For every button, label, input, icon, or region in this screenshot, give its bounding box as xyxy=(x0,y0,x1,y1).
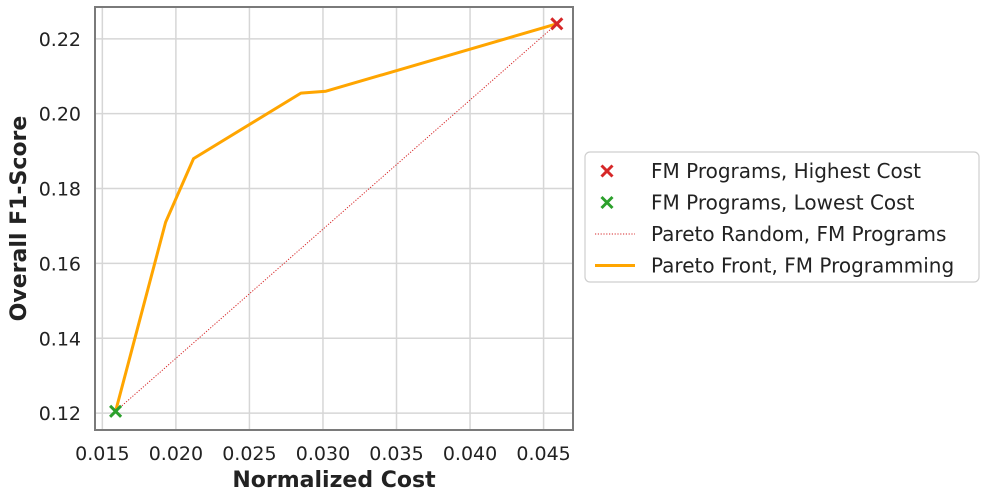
legend-item: Pareto Random, FM Programs xyxy=(595,222,946,246)
legend-label: Pareto Random, FM Programs xyxy=(651,222,946,246)
legend: FM Programs, Highest Cost FM Programs, Lo… xyxy=(584,151,980,283)
x-axis-label: Normalized Cost xyxy=(232,468,436,493)
series-layer xyxy=(109,17,564,418)
legend-item: FM Programs, Highest Cost xyxy=(600,159,921,183)
y-tick-label: 0.18 xyxy=(39,179,81,201)
pareto-random-line xyxy=(115,23,558,412)
x-tick-label: 0.035 xyxy=(369,443,423,465)
grid xyxy=(95,7,573,430)
legend-marker-x-icon xyxy=(600,195,614,210)
legend-item: FM Programs, Lowest Cost xyxy=(600,191,915,215)
y-tick-label: 0.22 xyxy=(39,29,81,51)
plot-frame xyxy=(94,6,574,431)
y-axis-ticks: 0.12 0.14 0.16 0.18 0.20 0.22 xyxy=(39,29,81,425)
legend-item: Pareto Front, FM Programming xyxy=(595,254,954,278)
lowest-cost-point xyxy=(109,404,123,418)
y-axis-label: Overall F1-Score xyxy=(7,116,32,322)
x-tick-label: 0.030 xyxy=(296,443,350,465)
x-axis-ticks: 0.015 0.020 0.025 0.030 0.035 0.040 0.045 xyxy=(75,443,571,465)
x-tick-label: 0.040 xyxy=(443,443,497,465)
legend-label: FM Programs, Lowest Cost xyxy=(651,191,915,215)
y-tick-label: 0.20 xyxy=(39,104,81,126)
legend-marker-x-icon xyxy=(600,164,614,178)
x-tick-label: 0.025 xyxy=(222,443,276,465)
pareto-front-line xyxy=(114,22,558,412)
x-tick-label: 0.015 xyxy=(75,443,129,465)
legend-label: FM Programs, Highest Cost xyxy=(651,159,921,183)
legend-frame xyxy=(584,151,980,283)
y-tick-label: 0.16 xyxy=(39,253,81,275)
y-tick-label: 0.12 xyxy=(39,403,81,425)
x-tick-label: 0.045 xyxy=(516,443,570,465)
highest-cost-point xyxy=(550,17,564,31)
legend-label: Pareto Front, FM Programming xyxy=(651,254,954,278)
y-tick-label: 0.14 xyxy=(39,328,81,350)
x-tick-label: 0.020 xyxy=(149,443,203,465)
